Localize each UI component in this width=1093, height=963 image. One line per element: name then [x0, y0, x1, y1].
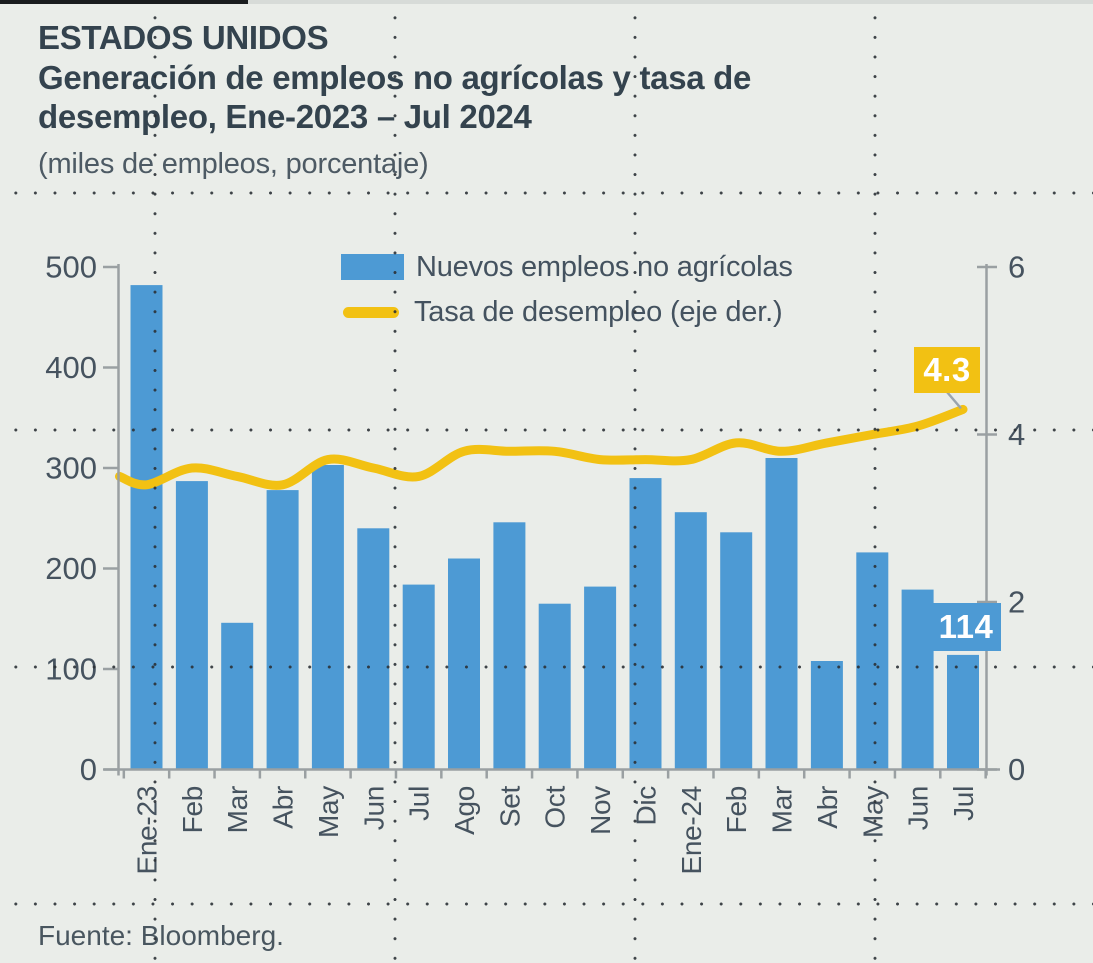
right-axis-tick-6: 6 — [1008, 250, 1025, 285]
bar-Set — [493, 522, 526, 770]
bar-Jul — [947, 654, 979, 770]
x-label-May: May — [313, 786, 344, 838]
left-axis-tick-500: 500 — [45, 250, 97, 285]
bar-May — [856, 552, 889, 770]
x-label-Mar: Mar — [222, 786, 253, 833]
right-axis-tick-0: 0 — [1008, 752, 1025, 787]
unemployment-rate-line — [115, 404, 968, 490]
left-axis-tick-100: 100 — [45, 652, 97, 687]
legend-label-bars: Nuevos empleos no agrícolas — [416, 250, 793, 283]
x-label-Jun: Jun — [903, 786, 934, 830]
left-axis-tick-300: 300 — [45, 451, 97, 486]
x-label-Ago: Ago — [449, 786, 480, 835]
x-label-May: May — [857, 786, 888, 838]
right-axis-tick-4: 4 — [1008, 417, 1025, 452]
bar-May — [311, 465, 344, 770]
x-label-Set: Set — [494, 785, 525, 827]
bar-Dic — [629, 478, 662, 770]
bar-series-swatch — [341, 254, 404, 280]
legend-item-bars: Nuevos empleos no agrícolas — [341, 250, 793, 284]
x-label-Oct: Oct — [540, 785, 571, 828]
x-label-Mar: Mar — [767, 786, 798, 833]
unemployment-rate-callout: 4.3 — [914, 347, 980, 393]
legend-item-line: Tasa de desempleo (eje der.) — [341, 295, 793, 329]
x-label-Jun: Jun — [358, 786, 389, 830]
bar-Ene-24 — [674, 512, 707, 770]
bar-Mar — [221, 622, 254, 770]
bar-Nov — [584, 586, 617, 770]
bar-Ene-23 — [130, 285, 163, 770]
x-label-Feb: Feb — [721, 786, 752, 833]
x-label-Ene-24: Ene-24 — [676, 786, 707, 875]
x-label-Dic: Dic — [631, 786, 662, 826]
bar-Abr — [266, 490, 299, 770]
line-series-swatch — [343, 306, 399, 318]
bar-Oct — [538, 603, 571, 770]
bar-series — [130, 285, 979, 770]
chart-legend: Nuevos empleos no agrícolas Tasa de dese… — [341, 250, 793, 340]
bar-Jun — [901, 589, 934, 770]
source-note: Fuente: Bloomberg. — [38, 920, 284, 951]
bar-Mar — [765, 458, 798, 770]
left-axis-tick-400: 400 — [45, 350, 97, 385]
bar-Abr — [810, 661, 843, 770]
right-axis-tick-2: 2 — [1008, 585, 1025, 620]
x-label-Nov: Nov — [585, 786, 616, 835]
x-label-Abr: Abr — [812, 786, 843, 829]
x-label-Feb: Feb — [177, 786, 208, 833]
left-axis-tick-200: 200 — [45, 551, 97, 586]
x-label-Jul: Jul — [404, 786, 435, 821]
bar-Feb — [720, 532, 753, 770]
line-series — [115, 404, 968, 490]
x-label-Ene-23: Ene-23 — [132, 786, 163, 875]
bar-Jun — [357, 528, 390, 770]
jobs-value-callout: 114 — [931, 603, 1001, 651]
x-label-Jul: Jul — [948, 786, 979, 821]
legend-label-line: Tasa de desempleo (eje der.) — [414, 295, 783, 328]
bar-Jul — [402, 584, 435, 770]
bar-Ago — [448, 558, 480, 770]
left-axis-tick-0: 0 — [80, 752, 97, 787]
x-label-Abr: Abr — [268, 786, 299, 829]
bar-Feb — [175, 481, 208, 770]
annotation-connector — [946, 391, 962, 410]
